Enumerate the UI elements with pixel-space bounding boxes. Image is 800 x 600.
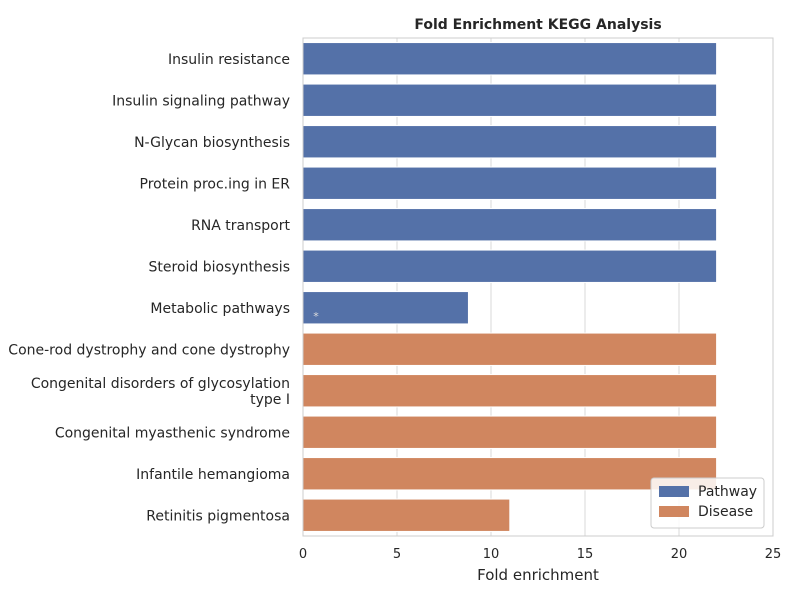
legend: Pathway Disease	[650, 477, 765, 529]
legend-label: Disease	[698, 504, 753, 520]
legend-swatch	[659, 486, 689, 497]
category-label: Retinitis pigmentosa	[146, 508, 290, 524]
category-label: type I	[250, 392, 290, 408]
x-axis-label: Fold enrichment	[477, 566, 599, 584]
bar	[302, 457, 718, 491]
x-tick-label: 20	[671, 547, 688, 562]
category-label: Congenital disorders of glycosylation	[31, 376, 290, 392]
legend-swatch	[659, 506, 689, 517]
category-label: RNA transport	[191, 218, 290, 234]
x-tick-labels: 0 5 10 15 20 25	[299, 547, 781, 562]
x-tick-label: 10	[483, 547, 500, 562]
category-label: Insulin resistance	[168, 52, 290, 68]
category-label: Insulin signaling pathway	[112, 93, 290, 109]
bar	[302, 291, 469, 325]
bar	[302, 332, 718, 366]
category-labels: Insulin resistance Insulin signaling path…	[8, 52, 290, 525]
category-label: Infantile hemangioma	[136, 467, 290, 483]
x-tick-label: 5	[393, 547, 401, 562]
bar	[302, 42, 718, 76]
x-tick-label: 25	[765, 547, 782, 562]
category-label: Congenital myasthenic syndrome	[55, 425, 290, 441]
bar-annotation: *	[313, 310, 319, 323]
bar	[302, 498, 511, 532]
category-label: Cone-rod dystrophy and cone dystrophy	[8, 342, 290, 358]
plot-frame	[302, 37, 774, 537]
bar	[302, 125, 718, 159]
bar	[302, 208, 718, 242]
category-label: Protein proc.ing in ER	[140, 176, 291, 192]
x-tick-label: 0	[299, 547, 307, 562]
bars-layer: *	[302, 42, 718, 532]
legend-label: Pathway	[698, 484, 757, 500]
bar	[302, 374, 718, 408]
category-label: N-Glycan biosynthesis	[134, 135, 290, 151]
bar	[302, 83, 718, 117]
bar	[302, 249, 718, 283]
x-tick-label: 15	[577, 547, 594, 562]
bar	[302, 166, 718, 200]
bar	[302, 415, 718, 449]
chart-title: Fold Enrichment KEGG Analysis	[414, 17, 661, 33]
category-label: Metabolic pathways	[150, 301, 290, 317]
category-label: Steroid biosynthesis	[149, 259, 290, 275]
